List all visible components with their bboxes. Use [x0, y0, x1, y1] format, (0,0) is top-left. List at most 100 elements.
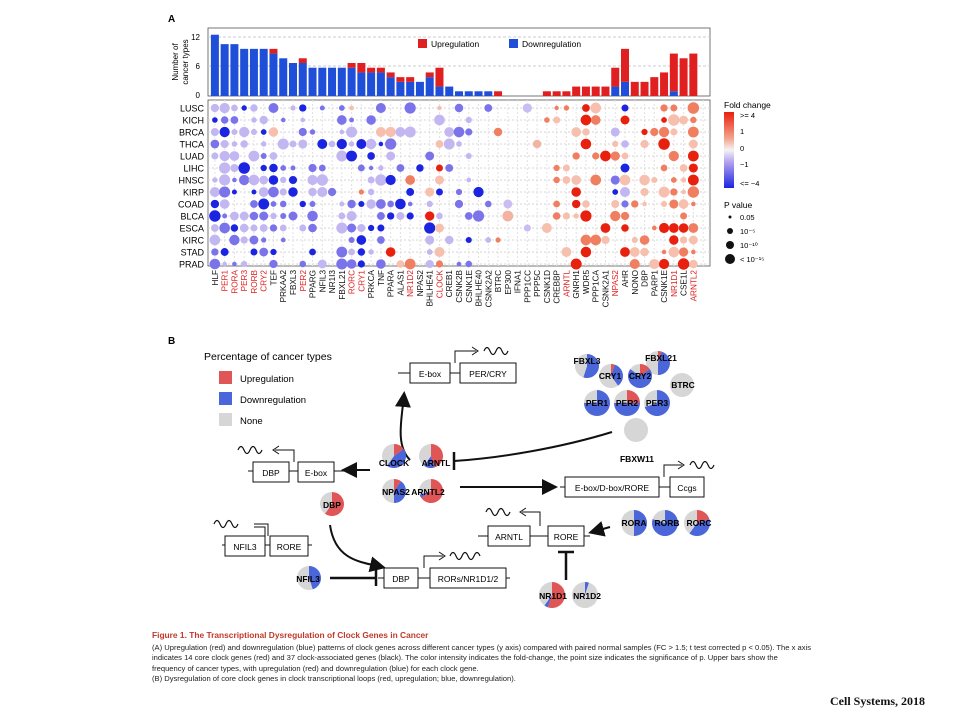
- bar-up-alas1: [396, 77, 405, 82]
- pie-label-rorc: RORC: [686, 518, 711, 528]
- bar-down-fbxl3: [288, 63, 298, 96]
- row-label-lihc: LIHC: [183, 164, 204, 174]
- bar-up-btrc: [494, 91, 503, 96]
- dot-point: [553, 200, 561, 208]
- pie-label-clock: CLOCK: [379, 458, 410, 468]
- dot-point: [280, 117, 286, 123]
- dot-point: [522, 103, 532, 113]
- dot-point: [396, 164, 405, 172]
- dot-point: [268, 175, 279, 185]
- dot-point: [241, 260, 248, 268]
- arrow-dbp-to-bottom: [329, 524, 386, 573]
- bar-down-csnk2a2: [484, 91, 493, 96]
- dot-point: [456, 141, 462, 147]
- dot-point: [238, 162, 250, 174]
- dot-point: [385, 174, 396, 186]
- col-label-fbxl3: FBXL3: [289, 270, 298, 295]
- dot-point: [396, 260, 405, 268]
- dot-point: [580, 234, 592, 246]
- fc-tick-1: 1: [740, 127, 744, 136]
- dot-point: [239, 223, 249, 233]
- col-label-ppp1ca: PPP1CA: [592, 269, 601, 302]
- pie-rora: RORA: [621, 510, 647, 536]
- bar-up-clock: [435, 67, 444, 87]
- caption-title: Figure 1. The Transcriptional Dysregulat…: [152, 630, 429, 640]
- dot-point: [485, 237, 492, 243]
- dot-point: [219, 126, 230, 138]
- col-label-per3: PER3: [240, 270, 249, 292]
- dot-point: [328, 140, 336, 148]
- box-ebox-dbox-label: E-box/D-box/RORE: [575, 483, 649, 493]
- dot-point: [571, 175, 582, 185]
- dot-point: [367, 188, 375, 196]
- dot-point: [220, 139, 229, 149]
- bar-up-csnk2a1: [601, 86, 610, 96]
- dot-point: [425, 259, 434, 269]
- mrna-wave-ccgs: [689, 460, 715, 470]
- dot-point: [387, 212, 395, 220]
- dot-point: [563, 105, 570, 111]
- pie-label-npas2: NPAS2: [382, 487, 410, 497]
- dot-point: [220, 248, 229, 256]
- dot-point: [639, 174, 650, 186]
- dot-point: [349, 105, 354, 111]
- dot-point: [668, 246, 680, 258]
- dot-point: [269, 259, 278, 269]
- dot-point: [346, 126, 358, 138]
- dot-point: [268, 186, 279, 198]
- pie-btrc: BTRC: [670, 373, 695, 397]
- dot-point: [640, 139, 649, 149]
- dot-point: [629, 247, 640, 257]
- dot-point: [582, 128, 590, 136]
- dot-point: [691, 201, 696, 207]
- dot-point: [434, 114, 445, 126]
- dot-point: [336, 138, 347, 150]
- dot-point: [687, 150, 699, 162]
- dot-point: [570, 258, 582, 270]
- dot-point: [258, 187, 269, 197]
- dot-point: [582, 104, 590, 112]
- legend-up-swatch: [418, 39, 427, 48]
- dot-point: [269, 152, 278, 160]
- bar-up-cse1l: [679, 58, 688, 96]
- col-label-arntl2: ARNTL2: [689, 270, 698, 302]
- col-label-creb1: CREB1: [445, 270, 454, 298]
- bar-down-cry1: [357, 72, 366, 96]
- col-label-clock: CLOCK: [435, 269, 444, 298]
- bar-down-bhlhe40: [474, 91, 483, 96]
- dot-point: [308, 163, 317, 173]
- legend-up-label-b: Upregulation: [240, 374, 294, 385]
- dot-point: [435, 140, 444, 148]
- dot-point: [621, 224, 629, 232]
- dot-point: [230, 224, 239, 232]
- dot-point: [465, 128, 473, 136]
- bar-up-per2: [298, 58, 307, 63]
- mrna-wave-arntl: [485, 507, 511, 517]
- col-label-rora: RORA: [230, 269, 239, 293]
- dot-point: [222, 213, 228, 219]
- col-label-btrc: BTRC: [494, 270, 503, 292]
- pie-label-arntl2: ARNTL2: [411, 487, 445, 497]
- dot-point: [307, 210, 318, 222]
- column-labels: HLF PER1 RORA PER3 RORB CRY2 TEF PRKAA2 FBXL3 PER…: [211, 269, 698, 307]
- module-dbp-ebox: DBP E-box: [237, 445, 346, 483]
- dot-point: [251, 117, 257, 123]
- pie-label-cry2: CRY2: [629, 371, 652, 381]
- dot-point: [465, 260, 473, 268]
- dot-point: [425, 187, 435, 197]
- pie-cry2: CRY2: [628, 364, 652, 389]
- box-arntl: [487, 525, 531, 547]
- dot-point: [454, 103, 464, 113]
- bar-up-tnf: [376, 67, 385, 73]
- dot-point: [229, 234, 240, 246]
- dot-point: [640, 247, 649, 257]
- fold-change-colorbar: [724, 112, 734, 188]
- dot-point: [668, 223, 679, 233]
- dot-point: [288, 187, 298, 197]
- dot-point: [466, 177, 472, 183]
- col-label-nfil3: NFIL3: [318, 270, 327, 293]
- dot-point: [336, 258, 348, 270]
- dot-point: [280, 237, 286, 243]
- pie-label-fbxl21: FBXL21: [645, 353, 677, 363]
- dot-point: [299, 260, 307, 268]
